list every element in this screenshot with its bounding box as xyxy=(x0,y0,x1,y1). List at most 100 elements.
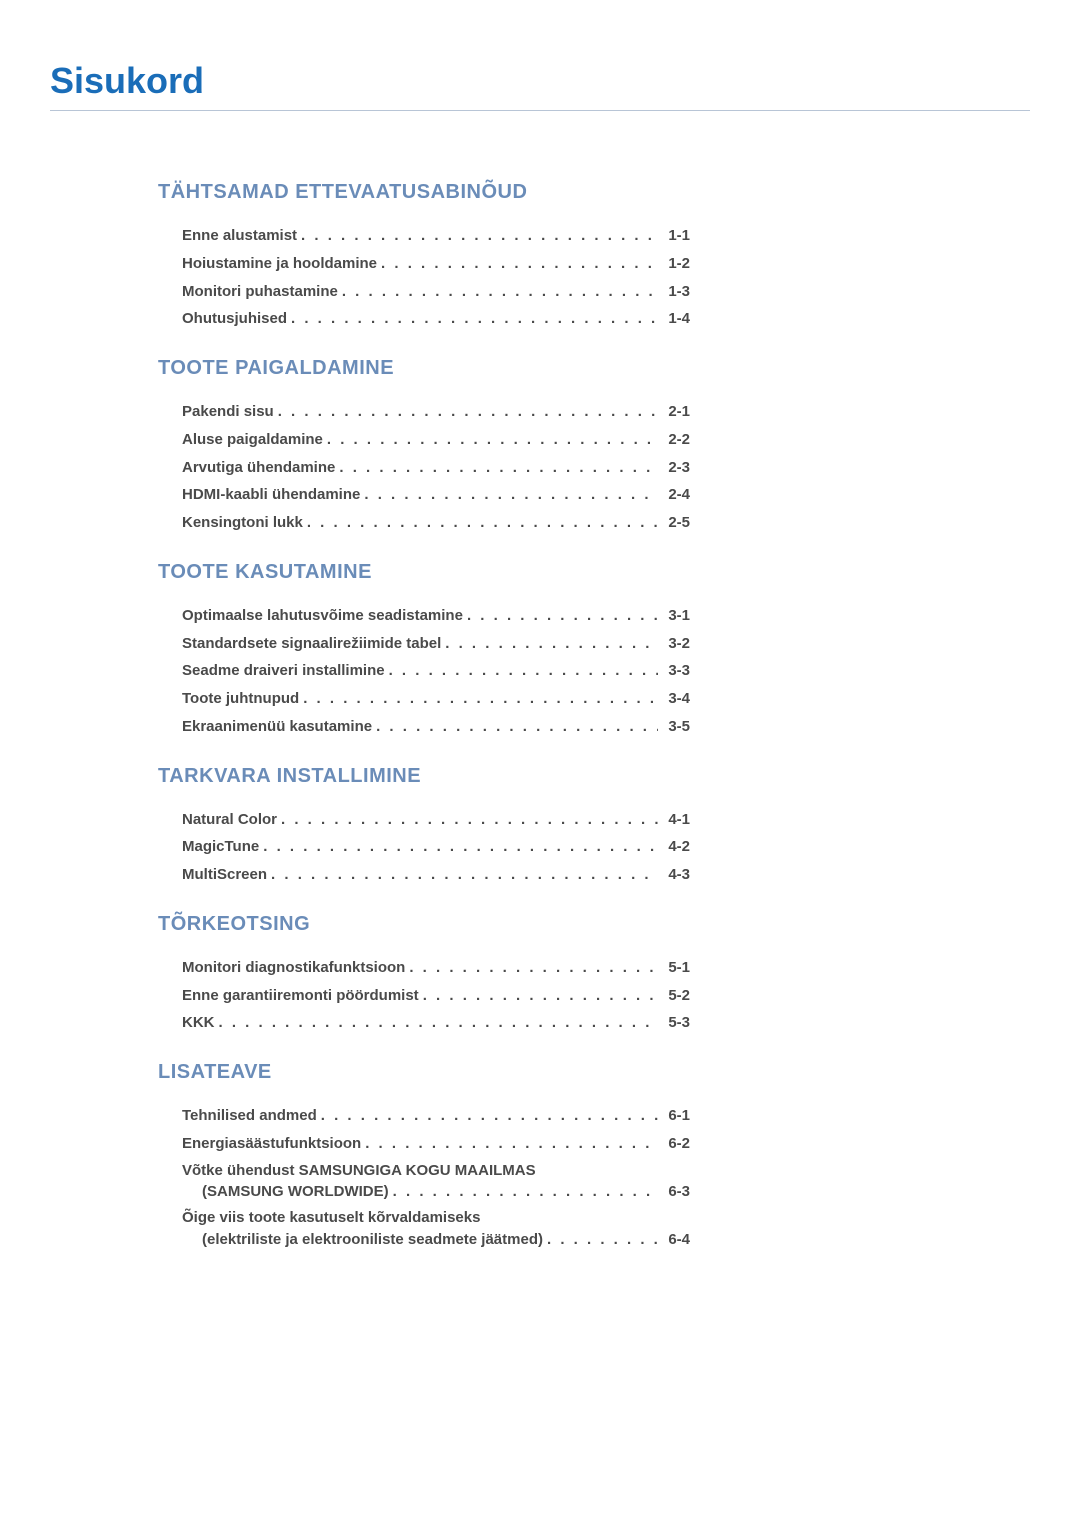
toc-page: 3-1 xyxy=(662,602,690,630)
toc-page: 6-2 xyxy=(662,1130,690,1158)
toc-dots xyxy=(327,426,658,454)
toc-label: Enne garantiiremonti pöördumist xyxy=(182,982,419,1010)
toc-page: 5-1 xyxy=(662,954,690,982)
toc-page: 4-3 xyxy=(662,861,690,889)
toc-entry[interactable]: Natural Color 4-1 xyxy=(182,806,690,834)
toc-entry[interactable]: Optimaalse lahutusvõime seadistamine3-1 xyxy=(182,602,690,630)
toc-sublabel: (SAMSUNG WORLDWIDE) xyxy=(182,1181,389,1203)
toc-entry[interactable]: Monitori puhastamine1-3 xyxy=(182,278,690,306)
toc-page: 2-5 xyxy=(662,509,690,537)
toc-entry[interactable]: Ekraanimenüü kasutamine 3-5 xyxy=(182,713,690,741)
toc-entry[interactable]: MultiScreen 4-3 xyxy=(182,861,690,889)
toc-entry[interactable]: Enne garantiiremonti pöördumist 5-2 xyxy=(182,982,690,1010)
toc-page: 5-3 xyxy=(662,1009,690,1037)
toc-label: Õige viis toote kasutuselt kõrvaldamisek… xyxy=(182,1207,480,1229)
toc-dots xyxy=(364,481,658,509)
toc-entry[interactable]: Toote juhtnupud 3-4 xyxy=(182,685,690,713)
toc-label: Standardsete signaalirežiimide tabel xyxy=(182,630,441,658)
toc-entry[interactable]: Monitori diagnostikafunktsioon 5-1 xyxy=(182,954,690,982)
toc-entry[interactable]: Aluse paigaldamine 2-2 xyxy=(182,426,690,454)
toc-dots xyxy=(339,454,658,482)
toc-entry[interactable]: Pakendi sisu 2-1 xyxy=(182,398,690,426)
toc-dots xyxy=(445,630,658,658)
toc-label: Toote juhtnupud xyxy=(182,685,299,713)
toc-dots xyxy=(376,713,658,741)
toc-label: Hoiustamine ja hooldamine xyxy=(182,250,377,278)
toc-entry[interactable]: Hoiustamine ja hooldamine 1-2 xyxy=(182,250,690,278)
toc-page: 1-1 xyxy=(662,222,690,250)
toc-dots xyxy=(393,1181,659,1203)
toc-entry[interactable]: Kensingtoni lukk 2-5 xyxy=(182,509,690,537)
toc-page: 2-2 xyxy=(662,426,690,454)
toc-entry[interactable]: Standardsete signaalirežiimide tabel 3-2 xyxy=(182,630,690,658)
toc-entry[interactable]: Tehnilised andmed 6-1 xyxy=(182,1102,690,1130)
toc-items: Optimaalse lahutusvõime seadistamine3-1S… xyxy=(158,602,690,741)
toc-page: 2-3 xyxy=(662,454,690,482)
toc-label: KKK xyxy=(182,1009,215,1037)
toc-items: Natural Color 4-1 MagicTune 4-2 MultiScreen 4… xyxy=(158,806,690,889)
toc-page: 2-1 xyxy=(662,398,690,426)
toc-label: Monitori diagnostikafunktsioon xyxy=(182,954,405,982)
toc-entry[interactable]: KKK 5-3 xyxy=(182,1009,690,1037)
toc-page: 3-2 xyxy=(662,630,690,658)
toc-dots xyxy=(307,509,658,537)
toc-items: Pakendi sisu 2-1 Aluse paigaldamine 2-2Arvu… xyxy=(158,398,690,537)
toc-dots xyxy=(291,305,658,333)
toc-label: Enne alustamist xyxy=(182,222,297,250)
toc-page: 3-4 xyxy=(662,685,690,713)
page-title: Sisukord xyxy=(50,60,1030,102)
toc-label: Pakendi sisu xyxy=(182,398,274,426)
toc-items: Enne alustamist1-1Hoiustamine ja hooldam… xyxy=(158,222,690,333)
toc-entry[interactable]: Energiasäästufunktsioon6-2 xyxy=(182,1130,690,1158)
toc-entry[interactable]: Enne alustamist 1-1 xyxy=(182,222,690,250)
section-title: TÄHTSAMAD ETTEVAATUSABINÕUD xyxy=(158,181,690,204)
toc-label: Võtke ühendust SAMSUNGIGA KOGU MAAILMAS xyxy=(182,1160,536,1182)
toc-entry[interactable]: Seadme draiveri installimine3-3 xyxy=(182,657,690,685)
toc-dots xyxy=(342,278,658,306)
section-title: TARKVARA INSTALLIMINE xyxy=(158,765,690,788)
toc-page: 1-4 xyxy=(662,305,690,333)
toc-label: Tehnilised andmed xyxy=(182,1102,317,1130)
toc-page: 3-5 xyxy=(662,713,690,741)
toc-entry[interactable]: HDMI-kaabli ühendamine2-4 xyxy=(182,481,690,509)
toc-page: 1-2 xyxy=(662,250,690,278)
toc-label: MultiScreen xyxy=(182,861,267,889)
toc-entry[interactable]: Ohutusjuhised 1-4 xyxy=(182,305,690,333)
toc-page: 4-1 xyxy=(662,806,690,834)
toc-entry[interactable]: Arvutiga ühendamine2-3 xyxy=(182,454,690,482)
toc-label: Ohutusjuhised xyxy=(182,305,287,333)
section-title: TOOTE KASUTAMINE xyxy=(158,561,690,584)
toc-dots xyxy=(301,222,658,250)
toc-dots xyxy=(271,861,658,889)
toc-page: 6-1 xyxy=(662,1102,690,1130)
toc-dots xyxy=(467,602,658,630)
toc-dots xyxy=(547,1229,658,1251)
toc-label: MagicTune xyxy=(182,833,259,861)
toc-page: 5-2 xyxy=(662,982,690,1010)
toc-entry[interactable]: MagicTune 4-2 xyxy=(182,833,690,861)
toc-dots xyxy=(409,954,658,982)
toc-dots xyxy=(278,398,659,426)
toc-label: Seadme draiveri installimine xyxy=(182,657,385,685)
toc-dots xyxy=(281,806,658,834)
toc-label: Natural Color xyxy=(182,806,277,834)
toc-entry[interactable]: Võtke ühendust SAMSUNGIGA KOGU MAAILMAS(… xyxy=(182,1160,690,1204)
toc-dots xyxy=(423,982,659,1010)
toc-dots xyxy=(263,833,658,861)
toc-page: 1-3 xyxy=(662,278,690,306)
toc-dots xyxy=(381,250,658,278)
toc-label: HDMI-kaabli ühendamine xyxy=(182,481,360,509)
toc-page: 6-4 xyxy=(662,1229,690,1251)
toc-label: Ekraanimenüü kasutamine xyxy=(182,713,372,741)
page-container: Sisukord TÄHTSAMAD ETTEVAATUSABINÕUD Enne… xyxy=(0,0,1080,1311)
section-title: LISATEAVE xyxy=(158,1061,690,1084)
toc-dots xyxy=(365,1130,658,1158)
toc-content: TÄHTSAMAD ETTEVAATUSABINÕUD Enne alustami… xyxy=(50,181,1030,1251)
toc-label: Aluse paigaldamine xyxy=(182,426,323,454)
toc-entry[interactable]: Õige viis toote kasutuselt kõrvaldamisek… xyxy=(182,1207,690,1251)
toc-label: Kensingtoni lukk xyxy=(182,509,303,537)
section-title: TÕRKEOTSING xyxy=(158,913,690,936)
toc-page: 4-2 xyxy=(662,833,690,861)
toc-dots xyxy=(219,1009,659,1037)
toc-dots xyxy=(303,685,658,713)
